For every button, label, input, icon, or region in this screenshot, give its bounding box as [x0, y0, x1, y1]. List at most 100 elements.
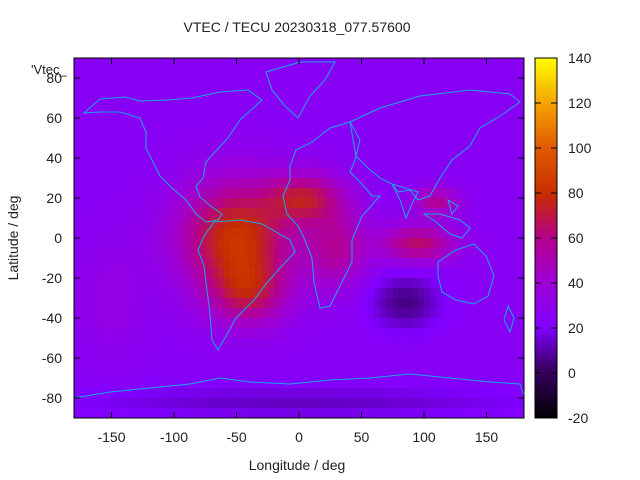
heatmap-cell	[117, 248, 125, 259]
heatmap-cell	[86, 78, 94, 89]
heatmap-cell	[249, 338, 256, 349]
heatmap-cell	[86, 118, 94, 129]
heatmap-cell	[249, 108, 256, 119]
heatmap-cell	[255, 358, 263, 369]
heatmap-cell	[411, 78, 419, 89]
heatmap-cell	[324, 378, 331, 389]
heatmap-cell	[517, 218, 524, 229]
heatmap-cell	[517, 248, 524, 259]
heatmap-cell	[292, 318, 300, 329]
heatmap-cell	[442, 78, 450, 89]
heatmap-cell	[255, 398, 263, 409]
heatmap-cell	[299, 228, 306, 239]
heatmap-cell	[442, 118, 450, 129]
heatmap-cell	[386, 58, 394, 69]
heatmap-cell	[367, 58, 375, 69]
heatmap-cell	[117, 328, 125, 339]
heatmap-cell	[161, 208, 169, 219]
heatmap-cell	[299, 248, 306, 259]
heatmap-cell	[430, 398, 438, 409]
heatmap-cell	[180, 318, 188, 329]
heatmap-cell	[349, 408, 356, 418]
heatmap-cell	[492, 348, 500, 359]
heatmap-cell	[149, 88, 156, 99]
heatmap-cell	[192, 168, 200, 179]
heatmap-cell	[511, 398, 519, 409]
heatmap-cell	[199, 328, 206, 339]
heatmap-cell	[99, 258, 106, 269]
heatmap-cell	[474, 398, 481, 409]
heatmap-cell	[167, 368, 175, 379]
heatmap-cell	[405, 248, 413, 259]
heatmap-cell	[305, 68, 313, 79]
heatmap-cell	[474, 118, 481, 129]
heatmap-cell	[386, 408, 394, 418]
heatmap-cell	[111, 118, 119, 129]
heatmap-cell	[292, 298, 300, 309]
heatmap-cell	[411, 378, 419, 389]
heatmap-cell	[292, 368, 300, 379]
heatmap-cell	[461, 68, 469, 79]
heatmap-cell	[136, 88, 144, 99]
heatmap-cell	[411, 328, 419, 339]
heatmap-cell	[236, 88, 244, 99]
heatmap-cell	[142, 388, 150, 399]
heatmap-cell	[374, 108, 381, 119]
heatmap-cell	[186, 288, 194, 299]
heatmap-cell	[180, 138, 188, 149]
heatmap-cell	[355, 398, 363, 409]
heatmap-cell	[180, 398, 188, 409]
heatmap-cell	[417, 178, 425, 189]
heatmap-cell	[267, 258, 275, 269]
heatmap-cell	[161, 388, 169, 399]
heatmap-cell	[424, 128, 431, 139]
heatmap-cell	[492, 108, 500, 119]
heatmap-cell	[224, 98, 231, 109]
heatmap-cell	[186, 358, 194, 369]
heatmap-cell	[155, 68, 163, 79]
heatmap-cell	[174, 68, 181, 79]
heatmap-cell	[267, 88, 275, 99]
heatmap-cell	[492, 268, 500, 279]
heatmap-cell	[392, 118, 400, 129]
heatmap-cell	[86, 268, 94, 279]
heatmap-cell	[174, 388, 181, 399]
heatmap-cell	[349, 308, 356, 319]
heatmap-cell	[267, 138, 275, 149]
heatmap-cell	[105, 318, 113, 329]
heatmap-cell	[349, 218, 356, 229]
heatmap-cell	[399, 268, 406, 279]
heatmap-cell	[117, 88, 125, 99]
heatmap-cell	[292, 388, 300, 399]
heatmap-cell	[467, 188, 475, 199]
heatmap-cell	[174, 348, 181, 359]
heatmap-cell	[411, 408, 419, 418]
heatmap-cell	[436, 108, 444, 119]
heatmap-cell	[155, 228, 163, 239]
heatmap-cell	[430, 118, 438, 129]
heatmap-cell	[355, 98, 363, 109]
heatmap-cell	[505, 308, 513, 319]
heatmap-cell	[424, 88, 431, 99]
heatmap-cell	[449, 288, 456, 299]
heatmap-cell	[424, 118, 431, 129]
heatmap-cell	[361, 248, 369, 259]
heatmap-cell	[217, 388, 225, 399]
heatmap-cell	[111, 368, 119, 379]
heatmap-cell	[342, 108, 350, 119]
heatmap-cell	[317, 198, 325, 209]
heatmap-cell	[217, 288, 225, 299]
heatmap-cell	[124, 88, 131, 99]
heatmap-cell	[367, 148, 375, 159]
heatmap-cell	[417, 328, 425, 339]
heatmap-cell	[317, 138, 325, 149]
heatmap-cell	[86, 318, 94, 329]
heatmap-cell	[511, 278, 519, 289]
heatmap-cell	[311, 118, 319, 129]
heatmap-cell	[486, 198, 494, 209]
heatmap-cell	[374, 208, 381, 219]
heatmap-cell	[111, 298, 119, 309]
heatmap-cell	[455, 58, 463, 69]
heatmap-cell	[311, 98, 319, 109]
heatmap-cell	[399, 328, 406, 339]
